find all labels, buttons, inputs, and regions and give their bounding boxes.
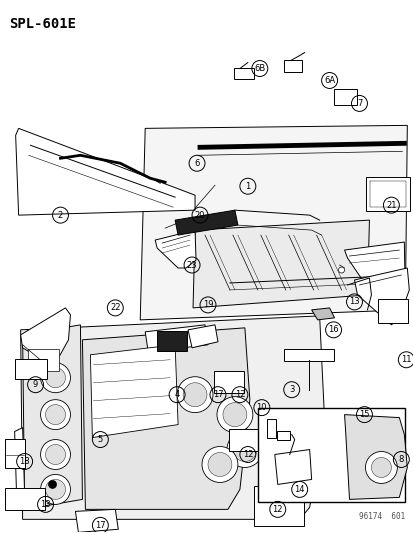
Polygon shape [311, 308, 334, 320]
FancyBboxPatch shape [267, 419, 275, 438]
Polygon shape [90, 345, 178, 438]
FancyBboxPatch shape [14, 359, 46, 379]
Text: 13: 13 [348, 297, 359, 306]
Text: 11: 11 [400, 356, 411, 364]
Circle shape [223, 402, 246, 426]
Polygon shape [16, 128, 195, 215]
Circle shape [40, 440, 70, 470]
Circle shape [45, 368, 65, 387]
Text: 2: 2 [58, 211, 63, 220]
FancyBboxPatch shape [5, 488, 45, 511]
Text: 9: 9 [33, 380, 38, 389]
Text: 13: 13 [40, 500, 51, 509]
Polygon shape [188, 325, 217, 348]
Circle shape [338, 267, 344, 273]
Text: 96174  601: 96174 601 [358, 512, 404, 521]
FancyBboxPatch shape [277, 431, 290, 440]
Circle shape [40, 400, 70, 430]
FancyBboxPatch shape [283, 60, 301, 71]
Text: 12: 12 [234, 390, 244, 399]
Polygon shape [274, 449, 311, 484]
Text: 6B: 6B [254, 64, 265, 73]
Circle shape [45, 405, 65, 425]
Polygon shape [344, 415, 406, 499]
Text: 6: 6 [194, 159, 199, 168]
Polygon shape [344, 242, 404, 305]
Circle shape [45, 445, 65, 464]
Polygon shape [23, 325, 82, 510]
FancyBboxPatch shape [253, 487, 303, 526]
Circle shape [370, 457, 390, 478]
FancyBboxPatch shape [228, 429, 258, 450]
Text: 14: 14 [294, 485, 304, 494]
Text: 22: 22 [110, 303, 120, 312]
Polygon shape [14, 427, 24, 497]
Polygon shape [192, 220, 368, 308]
Circle shape [40, 363, 70, 393]
Text: 23: 23 [186, 261, 197, 270]
Polygon shape [175, 210, 237, 235]
Text: 17: 17 [95, 521, 105, 530]
Polygon shape [21, 316, 324, 519]
Text: 16: 16 [328, 325, 338, 334]
FancyBboxPatch shape [5, 439, 24, 469]
Circle shape [216, 397, 252, 433]
Text: 20: 20 [194, 211, 205, 220]
FancyBboxPatch shape [214, 371, 243, 393]
Circle shape [40, 474, 70, 504]
FancyBboxPatch shape [233, 68, 253, 79]
Text: 8: 8 [398, 455, 403, 464]
Circle shape [365, 451, 396, 483]
Text: 21: 21 [385, 200, 396, 209]
Circle shape [45, 480, 65, 499]
Text: 5: 5 [97, 435, 103, 444]
Text: SPL-601E: SPL-601E [9, 17, 76, 31]
Text: 19: 19 [202, 301, 213, 309]
FancyBboxPatch shape [283, 349, 333, 361]
Text: 1: 1 [244, 182, 250, 191]
FancyBboxPatch shape [157, 331, 187, 351]
Circle shape [226, 432, 262, 467]
Polygon shape [75, 510, 118, 532]
Text: 4: 4 [174, 390, 179, 399]
FancyBboxPatch shape [257, 408, 404, 503]
FancyBboxPatch shape [333, 90, 357, 106]
Text: 10: 10 [256, 403, 266, 412]
Polygon shape [21, 308, 70, 362]
Polygon shape [82, 328, 249, 510]
FancyBboxPatch shape [28, 349, 59, 371]
Text: 7: 7 [356, 99, 361, 108]
Text: 12: 12 [272, 505, 282, 514]
Text: 12: 12 [242, 450, 252, 459]
Circle shape [48, 480, 56, 488]
Circle shape [202, 447, 237, 482]
Circle shape [177, 377, 212, 413]
Circle shape [207, 453, 231, 477]
Polygon shape [140, 125, 406, 320]
Text: 17: 17 [212, 390, 223, 399]
FancyBboxPatch shape [366, 177, 409, 211]
Text: 6A: 6A [323, 76, 335, 85]
Text: 18: 18 [19, 457, 30, 466]
Text: 15: 15 [358, 410, 369, 419]
Polygon shape [155, 230, 196, 268]
Polygon shape [145, 325, 207, 352]
Polygon shape [354, 268, 408, 325]
Circle shape [233, 438, 256, 462]
FancyBboxPatch shape [377, 299, 407, 323]
Text: 3: 3 [288, 385, 294, 394]
Circle shape [183, 383, 206, 407]
